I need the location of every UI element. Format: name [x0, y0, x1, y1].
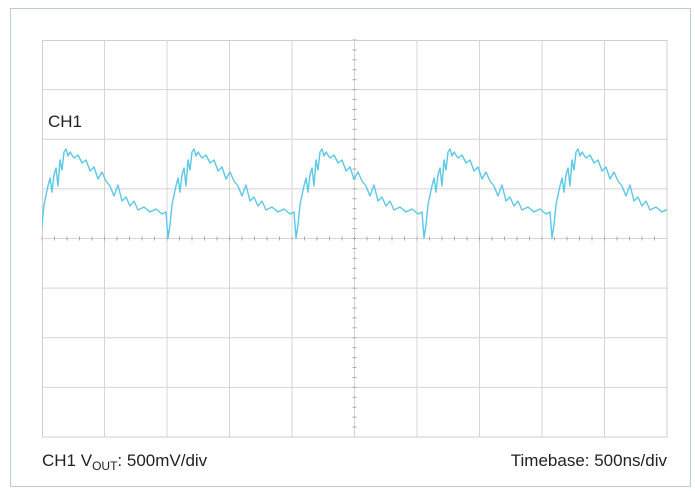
screen-border	[42, 40, 668, 438]
timebase: Timebase: 500ns/div	[511, 451, 668, 470]
graticule	[41, 39, 668, 437]
channel-name: CH1 V	[42, 451, 93, 470]
channel-label: CH1	[48, 112, 82, 131]
waveform-trace	[42, 148, 667, 239]
channel-subscript: OUT	[92, 459, 118, 473]
channel-scale: CH1 VOUT: 500mV/div	[42, 451, 208, 473]
volts-per-div: : 500mV/div	[117, 451, 207, 470]
frame	[10, 8, 691, 487]
